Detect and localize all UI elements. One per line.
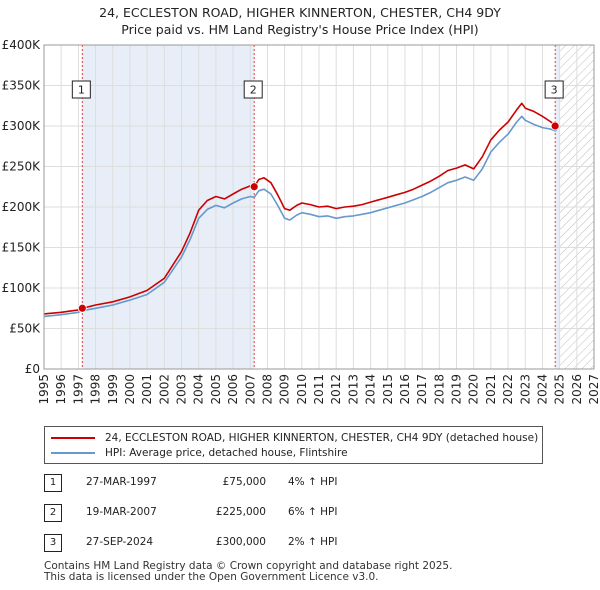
x-tick-label: 2012 (329, 374, 343, 405)
sale-point (77, 303, 87, 313)
sale-marker-badge (71, 80, 91, 99)
x-tick-label: 2009 (278, 374, 292, 405)
x-tick-label: 1995 (37, 374, 51, 405)
x-tick-label: 2014 (364, 374, 378, 405)
y-tick-label: £200K (2, 200, 42, 214)
sale-hpi-change: 6% ↑ HPI (288, 506, 338, 518)
sale-row: 2 19-MAR-2007 £225,000 6% ↑ HPI (44, 504, 444, 524)
sale-point (550, 121, 560, 131)
x-tick-label: 2022 (501, 374, 515, 405)
sale-marker-label: 1 (78, 84, 85, 97)
x-tick-label: 2013 (346, 374, 360, 405)
y-tick-label: £250K (2, 160, 42, 174)
y-tick-label: £350K (2, 79, 42, 93)
x-tick-label: 2007 (243, 374, 257, 405)
x-tick-label: 2011 (312, 374, 326, 405)
sale-marker-label: 2 (250, 84, 257, 97)
x-tick-label: 1996 (54, 374, 68, 405)
x-tick-label: 2027 (587, 374, 600, 405)
x-tick-label: 2020 (467, 374, 481, 405)
x-tick-label: 2000 (123, 374, 137, 405)
sale-marker-badge (544, 80, 564, 99)
x-tick-label: 2003 (175, 374, 189, 405)
y-tick-label: £150K (2, 241, 42, 255)
x-tick-label: 2023 (518, 374, 532, 405)
sale-badge: 1 (44, 474, 62, 492)
chart-title: 24, ECCLESTON ROAD, HIGHER KINNERTON, CH… (99, 5, 501, 20)
sale-point (249, 182, 259, 192)
x-tick-label: 2004 (192, 374, 206, 405)
sale-badge: 3 (44, 534, 62, 552)
chart-subtitle: Price paid vs. HM Land Registry's House … (121, 22, 479, 37)
sale-date: 27-SEP-2024 (86, 536, 154, 548)
x-tick-label: 2016 (398, 374, 412, 405)
sale-marker-badge (243, 80, 263, 99)
sale-date: 27-MAR-1997 (86, 476, 157, 488)
sale-date: 19-MAR-2007 (86, 506, 157, 518)
legend-label-hpi: HPI: Average price, detached house, Flin… (105, 447, 348, 459)
y-tick-label: £300K (2, 119, 42, 133)
y-tick-label: £0 (25, 362, 40, 376)
sale-row: 1 27-MAR-1997 £75,000 4% ↑ HPI (44, 474, 444, 494)
x-tick-label: 2024 (535, 374, 549, 405)
x-tick-label: 2018 (432, 374, 446, 405)
x-tick-label: 2026 (570, 374, 584, 405)
x-tick-label: 2010 (295, 374, 309, 405)
x-tick-label: 1997 (71, 374, 85, 405)
legend-item-price-paid: 24, ECCLESTON ROAD, HIGHER KINNERTON, CH… (51, 431, 538, 445)
sale-hpi-change: 4% ↑ HPI (288, 476, 338, 488)
plot-frame (43, 44, 595, 370)
x-tick-label: 2006 (226, 374, 240, 405)
legend-swatch-price-paid (51, 437, 95, 439)
price-chart: £0 £50K £100K £150K £200K £250K £300K £350K £400… (2, 38, 600, 405)
sale-price: £300,000 (215, 536, 266, 548)
x-tick-label: 2001 (140, 374, 154, 405)
x-tick-label: 2008 (260, 374, 274, 405)
footer: Contains HM Land Registry data © Crown c… (44, 561, 452, 583)
footer-licence: This data is licensed under the Open Gov… (44, 571, 379, 583)
x-tick-label: 2017 (415, 374, 429, 405)
legend-swatch-hpi (51, 452, 95, 454)
x-tick-label: 2015 (381, 374, 395, 405)
sale-marker-label: 3 (551, 84, 558, 97)
x-tick-label: 2002 (157, 374, 171, 405)
x-tick-label: 1998 (89, 374, 103, 405)
sale-price: £225,000 (215, 506, 266, 518)
footer-copyright: Contains HM Land Registry data © Crown c… (44, 560, 453, 572)
hpi-line (43, 115, 558, 318)
legend-label-price-paid: 24, ECCLESTON ROAD, HIGHER KINNERTON, CH… (105, 432, 539, 444)
price-paid-line (43, 102, 558, 315)
x-tick-label: 1999 (106, 374, 120, 405)
sale-badge: 2 (44, 504, 62, 522)
legend: 24, ECCLESTON ROAD, HIGHER KINNERTON, CH… (44, 426, 543, 464)
x-tick-label: 2019 (450, 374, 464, 405)
x-tick-label: 2005 (209, 374, 223, 405)
legend-item-hpi: HPI: Average price, detached house, Flin… (51, 446, 348, 460)
y-tick-label: £100K (2, 281, 42, 295)
sale-row: 3 27-SEP-2024 £300,000 2% ↑ HPI (44, 534, 444, 554)
y-tick-label: £400K (2, 38, 42, 52)
sale-price: £75,000 (222, 476, 266, 488)
y-tick-label: £50K (9, 322, 41, 336)
x-tick-label: 2021 (484, 374, 498, 405)
sale-hpi-change: 2% ↑ HPI (288, 536, 338, 548)
x-tick-label: 2025 (553, 374, 567, 405)
